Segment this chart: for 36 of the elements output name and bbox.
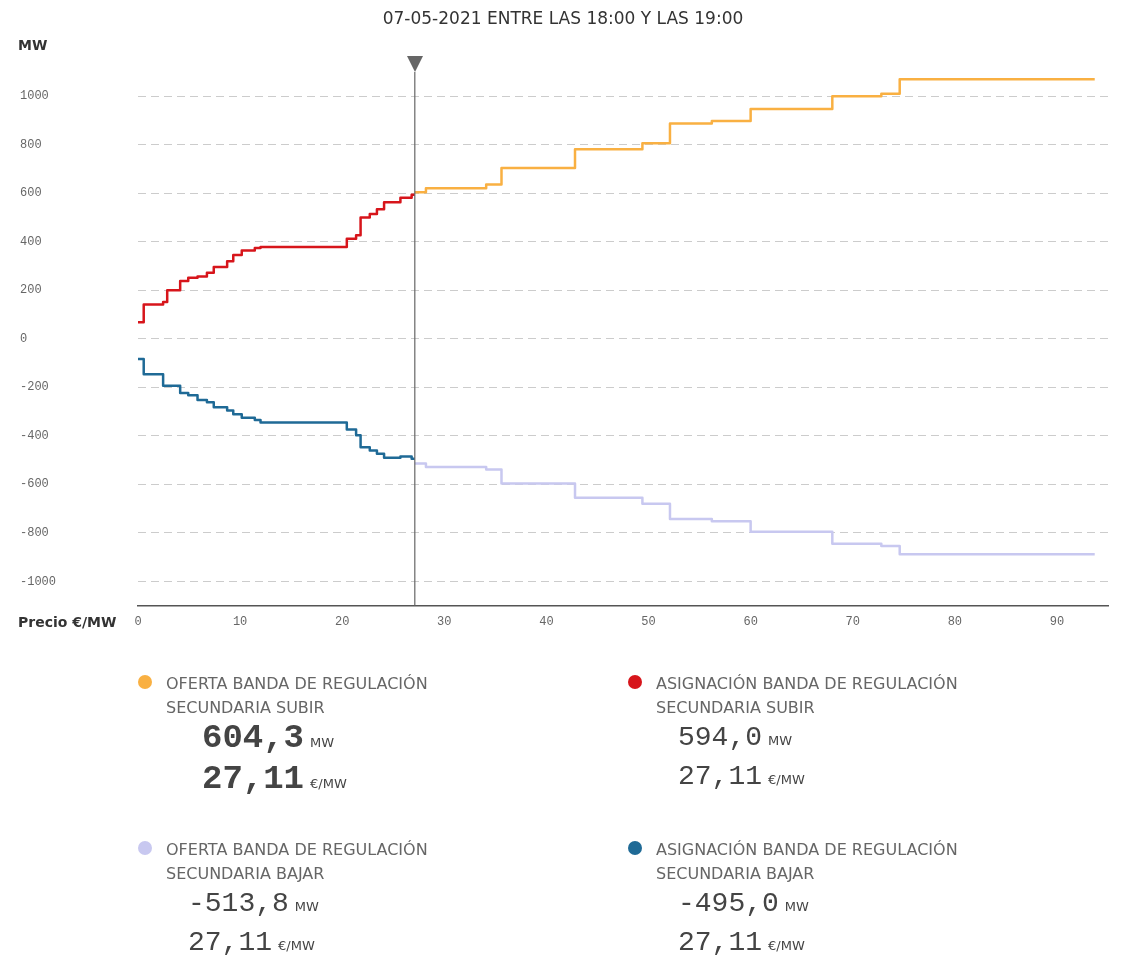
text: 604,3 MW — [202, 719, 335, 757]
legend-label: OFERTA BANDA DE REGULACIÓN SECUNDARIA SUBIR — [166, 673, 429, 719]
x-tick-label: 60 — [743, 614, 758, 629]
x-tick-label: 10 — [232, 614, 248, 629]
y-tick-label: 0 — [20, 331, 28, 346]
legend-label: ASIGNACIÓN BANDA DE REGULACIÓN SECUNDARIA BAJAR — [656, 839, 959, 885]
text: 27,11 €/MW — [202, 760, 347, 798]
x-axis-title: Precio €/MW — [18, 614, 117, 631]
y-tick-label: 200 — [20, 283, 42, 298]
y-tick-label: 1000 — [20, 89, 49, 104]
x-tick-label: 70 — [845, 614, 860, 629]
x-tick-label: 30 — [437, 614, 452, 629]
y-tick-label: -200 — [20, 380, 49, 395]
x-tick-label: 20 — [335, 614, 350, 629]
text: 594,0 MW — [678, 722, 793, 753]
chart-title: 07-05-2021 ENTRE LAS 18:00 Y LAS 19:00 — [381, 8, 745, 28]
y-tick-label: -600 — [20, 477, 49, 492]
y-tick-label: -1000 — [20, 574, 57, 589]
y-tick-label: 600 — [20, 186, 42, 201]
y-tick-label: -400 — [20, 428, 49, 443]
legend-label: OFERTA BANDA DE REGULACIÓN SECUNDARIA BAJAR — [166, 839, 429, 885]
legend-label: ASIGNACIÓN BANDA DE REGULACIÓN SECUNDARIA SUBIR — [656, 673, 959, 719]
y-axis-title: MW — [18, 37, 48, 53]
x-tick-label: 50 — [641, 614, 656, 629]
x-tick-label: 0 — [134, 614, 142, 629]
text: -513,8 MW — [188, 888, 319, 919]
x-tick-label: 80 — [947, 614, 963, 629]
y-tick-label: 400 — [20, 234, 42, 249]
y-tick-label: 800 — [20, 137, 42, 152]
text: 27,11 €/MW — [188, 927, 315, 958]
y-tick-label: -800 — [20, 526, 49, 541]
x-tick-label: 40 — [539, 614, 554, 629]
text: -495,0 MW — [678, 888, 809, 919]
text: 27,11 €/MW — [678, 761, 805, 792]
x-tick-label: 90 — [1049, 614, 1065, 629]
text: 27,11 €/MW — [678, 927, 805, 958]
